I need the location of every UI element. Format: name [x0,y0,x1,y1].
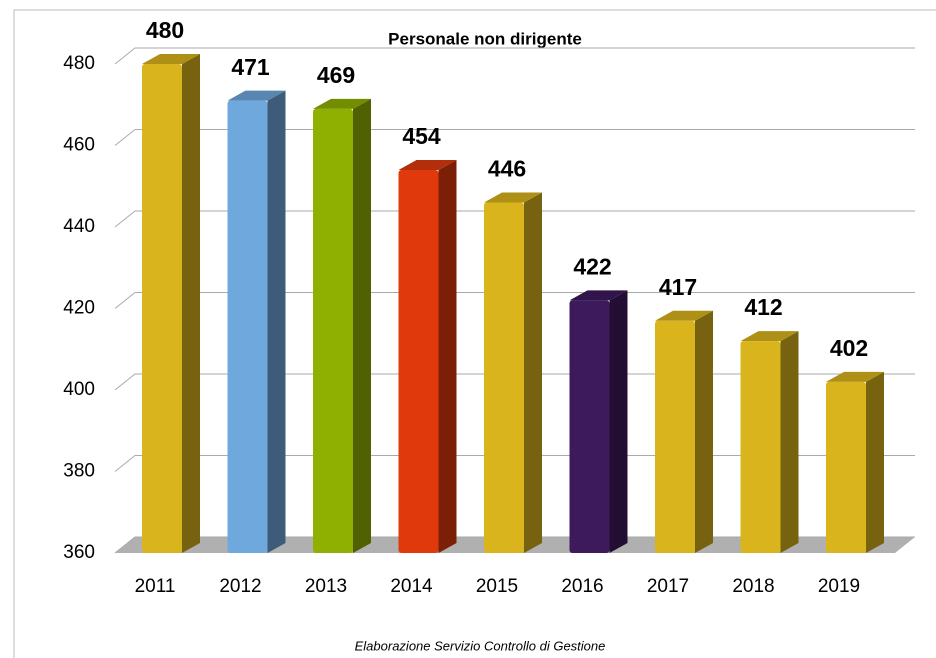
bar-front [398,169,439,553]
bar [313,98,371,553]
bar [142,54,200,553]
frame [13,9,936,658]
bar-top [655,310,713,321]
y-tick-label: 380 [63,461,95,482]
bar [569,290,628,553]
bar-side [438,159,457,553]
bar-side [267,90,286,554]
value-label: 412 [744,294,782,320]
value-label: 469 [317,62,355,88]
value-label: 446 [488,156,526,182]
x-tick-label: 2019 [818,576,860,597]
bar-top [398,159,457,170]
bar-top [313,98,371,109]
bar [655,310,713,553]
bar-top [227,90,286,101]
x-tick-label: 2016 [561,576,603,597]
x-tick-label: 2011 [135,576,176,597]
y-tick-label: 420 [63,298,95,319]
y-tick-label: 400 [63,379,95,400]
x-tick-label: 2012 [219,576,261,597]
bar-top [142,54,200,64]
x-tick-label: 2013 [305,576,347,597]
bar [227,90,286,554]
bar [740,331,799,553]
bar-front [569,300,610,553]
x-tick-label: 2018 [732,576,774,597]
y-tick-label: 440 [63,216,95,237]
value-label: 454 [402,123,441,149]
grid-line [114,292,915,309]
bar-top [569,290,628,301]
y-tick-label: 480 [63,53,95,74]
y-tick-label: 460 [63,135,95,156]
bar-top [826,371,884,382]
value-label: 480 [146,17,184,43]
bar-side [524,192,542,554]
bar-front [484,202,524,554]
bar [484,192,542,554]
bar-front [826,381,866,553]
x-tick-label: 2015 [476,576,518,597]
bar-side [695,310,713,553]
bar-side [866,371,884,553]
bar-side [353,98,371,553]
grid-line [114,47,915,65]
bar-front [227,100,268,554]
bar [398,159,457,553]
y-tick-label: 360 [63,542,95,563]
bar-front [655,320,695,553]
footnote: Elaborazione Servizio Controllo di Gesti… [355,638,606,653]
value-label: 471 [231,54,270,80]
bar-top [740,331,799,342]
x-tick-label: 2017 [647,576,689,597]
value-label: 402 [830,335,868,361]
bar-side [609,290,628,553]
bar-front [142,64,182,553]
bar-top [484,192,542,203]
bar-front [740,341,781,553]
grid-line [114,129,915,146]
value-label: 422 [573,253,611,279]
bar-side [182,54,200,553]
bar-front [313,108,353,553]
bar [826,371,884,553]
chart-title: Personale non dirigente [388,29,582,48]
value-label: 417 [659,274,697,300]
grid-line [114,210,915,228]
x-tick-label: 2014 [390,576,433,597]
bar-side [780,331,799,553]
